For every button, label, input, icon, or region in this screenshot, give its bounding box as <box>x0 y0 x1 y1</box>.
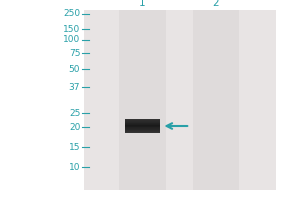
Bar <box>125 130 160 131</box>
Text: 25: 25 <box>69 108 80 117</box>
Bar <box>125 127 160 128</box>
Bar <box>193 10 239 190</box>
Bar <box>125 122 160 123</box>
Bar <box>84 10 276 190</box>
Bar <box>125 129 160 130</box>
Text: 20: 20 <box>69 122 80 132</box>
Bar <box>125 123 160 124</box>
Bar <box>125 119 160 133</box>
Text: 50: 50 <box>69 64 80 73</box>
Text: 100: 100 <box>63 36 80 45</box>
Text: 250: 250 <box>63 9 80 19</box>
Bar <box>125 125 160 126</box>
Text: 15: 15 <box>69 142 80 152</box>
Bar <box>125 121 160 122</box>
Text: 75: 75 <box>69 48 80 58</box>
Bar <box>125 124 160 125</box>
Bar <box>125 131 160 132</box>
Text: 37: 37 <box>69 83 80 92</box>
Bar <box>125 126 160 127</box>
Bar <box>125 119 160 120</box>
Text: 150: 150 <box>63 24 80 33</box>
Bar <box>119 10 166 190</box>
Bar <box>125 128 160 129</box>
Text: 2: 2 <box>213 0 219 8</box>
Bar <box>125 120 160 121</box>
Bar <box>125 132 160 133</box>
Text: 10: 10 <box>69 162 80 171</box>
Text: 1: 1 <box>139 0 146 8</box>
